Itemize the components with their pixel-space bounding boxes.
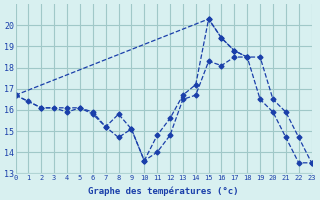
- X-axis label: Graphe des températures (°c): Graphe des températures (°c): [88, 186, 239, 196]
